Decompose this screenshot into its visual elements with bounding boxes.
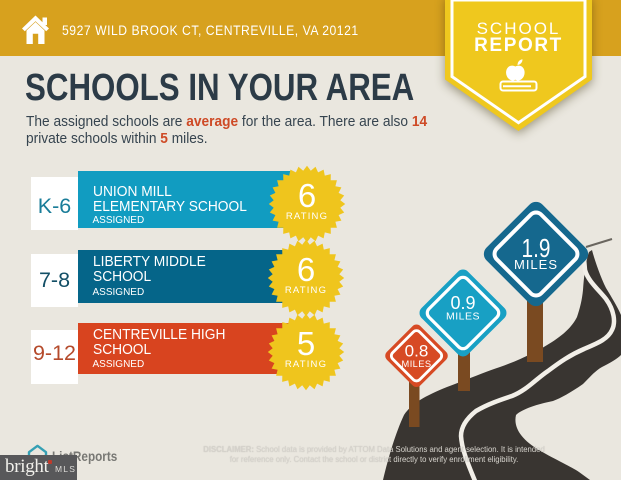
svg-text:0.9: 0.9 <box>450 293 475 313</box>
svg-text:6: 6 <box>298 177 316 214</box>
svg-text:0.8: 0.8 <box>405 342 429 361</box>
svg-text:RATING: RATING <box>286 211 328 222</box>
svg-text:REPORT: REPORT <box>474 35 563 56</box>
svg-text:6: 6 <box>297 251 315 288</box>
svg-text:RATING: RATING <box>285 285 327 296</box>
svg-text:5: 5 <box>297 325 315 362</box>
svg-text:1.9: 1.9 <box>522 234 551 263</box>
svg-text:SCHOOL: SCHOOL <box>477 19 561 38</box>
svg-text:MILES: MILES <box>402 359 432 369</box>
svg-text:RATING: RATING <box>285 359 327 370</box>
svg-text:MILES: MILES <box>446 311 480 323</box>
svg-text:MILES: MILES <box>514 257 558 272</box>
